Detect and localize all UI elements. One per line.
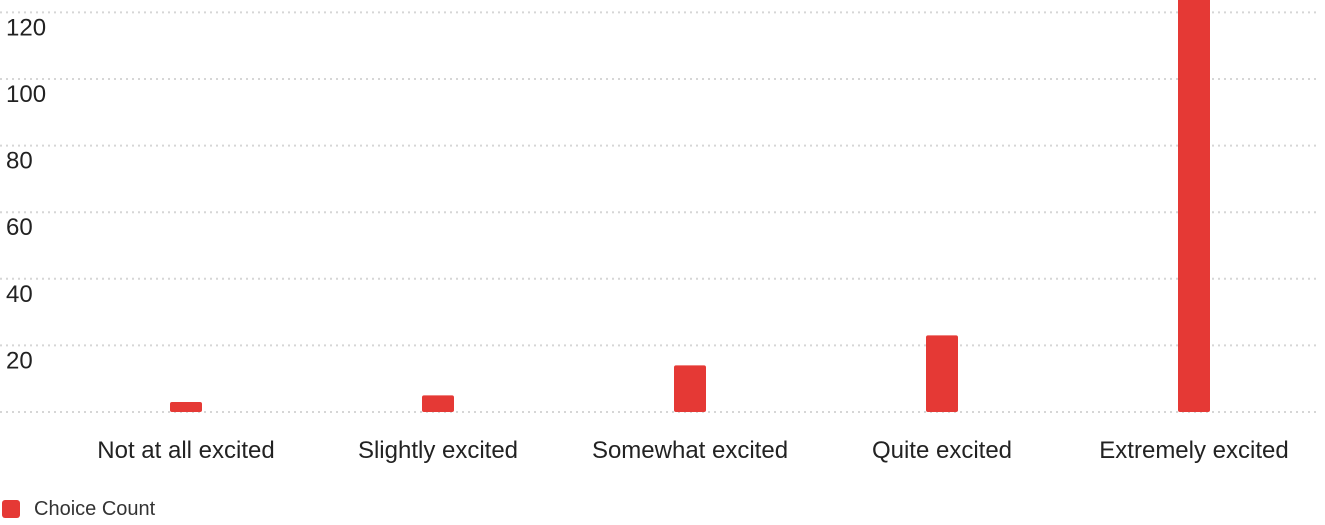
x-category-label: Somewhat excited	[592, 437, 788, 464]
legend: Choice Count	[0, 496, 155, 522]
x-category-label: Quite excited	[872, 437, 1012, 464]
x-axis-category-labels: Not at all excited Slightly excited Somewh…	[97, 437, 1288, 464]
y-tick-label: 20	[6, 347, 33, 374]
x-category-label: Slightly excited	[358, 437, 518, 464]
y-tick-label: 100	[6, 81, 46, 108]
x-category-label: Not at all excited	[97, 437, 274, 464]
legend-swatch	[2, 500, 20, 518]
bar	[926, 335, 958, 412]
y-tick-label: 40	[6, 281, 33, 308]
bar	[1178, 0, 1210, 412]
y-tick-label: 60	[6, 214, 33, 241]
y-tick-label: 120	[6, 14, 46, 41]
x-category-label: Extremely excited	[1099, 437, 1288, 464]
bar	[422, 395, 454, 412]
legend-label: Choice Count	[34, 497, 156, 520]
grid-lines	[0, 11, 1320, 413]
y-axis-tick-labels: 20 40 60 80 100 120	[6, 14, 46, 374]
bar	[674, 365, 706, 412]
y-tick-label: 80	[6, 148, 33, 175]
bars	[170, 0, 1210, 412]
bar-chart: 20 40 60 80 100 120 Not at all excited Slightl…	[0, 0, 1320, 464]
bar	[170, 402, 202, 412]
